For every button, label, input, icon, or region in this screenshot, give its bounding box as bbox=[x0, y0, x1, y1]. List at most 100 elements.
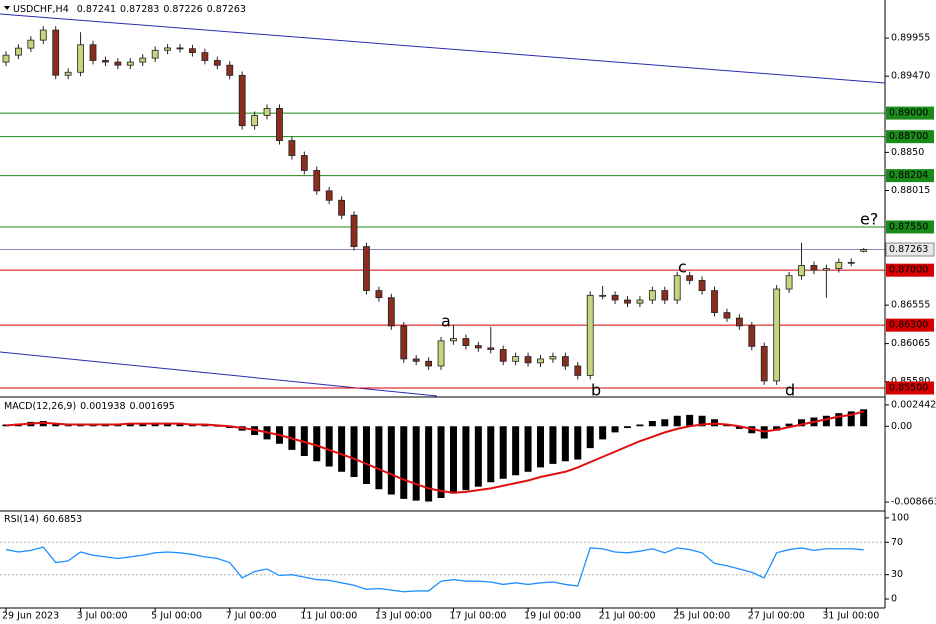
candle-body bbox=[487, 347, 495, 350]
trend-line bbox=[0, 13, 886, 84]
candle-body bbox=[822, 268, 830, 271]
candle-body bbox=[189, 48, 196, 54]
macd-bar bbox=[561, 426, 569, 462]
signal-value: 0.001695 bbox=[130, 401, 175, 412]
candle-body bbox=[586, 294, 594, 376]
candle-body bbox=[773, 288, 781, 382]
macd-bar bbox=[661, 419, 669, 427]
macd-bar bbox=[350, 426, 358, 478]
trend-line bbox=[0, 351, 438, 397]
macd-bar bbox=[586, 426, 594, 449]
y-tick-label: 70 bbox=[891, 537, 903, 548]
candle-body bbox=[648, 290, 656, 301]
open-value: 0.87241 bbox=[77, 4, 116, 15]
candle-body bbox=[474, 345, 482, 349]
y-tick-label: 0.002442 bbox=[891, 399, 936, 410]
wave-label: d bbox=[785, 381, 795, 400]
candle-body bbox=[512, 356, 520, 362]
macd-bar bbox=[624, 426, 631, 429]
candle-body bbox=[673, 275, 681, 301]
candle-body bbox=[810, 265, 818, 271]
macd-bar bbox=[64, 425, 72, 427]
candle-body bbox=[400, 325, 408, 360]
macd-bar bbox=[437, 426, 445, 499]
candle-body bbox=[64, 71, 72, 76]
candle-body bbox=[114, 61, 122, 66]
macd-bar bbox=[512, 426, 520, 476]
x-tick-label: 27 Jul 00:00 bbox=[748, 611, 805, 622]
macd-bar bbox=[574, 426, 582, 460]
macd-bar bbox=[549, 426, 557, 464]
level-label-box bbox=[886, 106, 934, 120]
macd-bar bbox=[822, 415, 830, 427]
macd-header: MACD(12,26,9) 0.001938 0.001695 bbox=[4, 401, 175, 412]
candle-body bbox=[89, 44, 97, 61]
high-value: 0.87283 bbox=[120, 4, 159, 15]
x-tick-label: 21 Jul 00:00 bbox=[599, 611, 656, 622]
candle-body bbox=[263, 107, 271, 116]
candle-body bbox=[363, 246, 370, 291]
macd-bar bbox=[400, 426, 408, 499]
macd-bar bbox=[835, 413, 843, 427]
candle-body bbox=[524, 356, 532, 364]
candle-body bbox=[599, 294, 607, 297]
wave-label: b bbox=[591, 381, 601, 400]
close-value: 0.87263 bbox=[207, 4, 246, 15]
price-label: 0.87263 bbox=[889, 244, 928, 255]
macd-bar bbox=[773, 426, 781, 431]
level-label: 0.87550 bbox=[889, 221, 928, 232]
candle-body bbox=[164, 47, 171, 51]
candle-body bbox=[126, 61, 134, 66]
macd-bar bbox=[798, 419, 806, 427]
x-tick-label: 5 Jul 00:00 bbox=[151, 611, 202, 622]
candle-body bbox=[462, 338, 470, 346]
wave-label: e? bbox=[860, 210, 878, 229]
y-tick-label: 0.88015 bbox=[891, 185, 930, 196]
candle-body bbox=[338, 199, 346, 216]
level-label-box bbox=[886, 130, 934, 144]
x-tick-label: 31 Jul 00:00 bbox=[822, 611, 879, 622]
level-label: 0.89000 bbox=[889, 108, 928, 119]
candle-body bbox=[300, 155, 308, 171]
candle-body bbox=[723, 312, 731, 319]
y-tick-label: 0.89955 bbox=[891, 33, 930, 44]
y-tick-label: 0.89470 bbox=[891, 71, 930, 82]
macd-bar bbox=[375, 426, 383, 490]
macd-bar bbox=[686, 414, 694, 427]
candle-body bbox=[624, 299, 631, 304]
candle-body bbox=[698, 279, 706, 291]
macd-bar bbox=[449, 426, 457, 494]
level-label-box bbox=[886, 263, 934, 277]
candle-body bbox=[77, 44, 84, 73]
x-tick-label: 7 Jul 00:00 bbox=[226, 611, 277, 622]
y-tick-label: 0.8850 bbox=[891, 147, 924, 158]
macd-bar bbox=[524, 426, 532, 472]
candle-body bbox=[201, 52, 209, 61]
macd-bar bbox=[599, 426, 607, 440]
macd-bar bbox=[847, 411, 855, 427]
macd-bar bbox=[213, 426, 221, 427]
candle-body bbox=[760, 345, 768, 382]
candle-body bbox=[151, 49, 159, 59]
macd-bar bbox=[201, 425, 209, 427]
candle-body bbox=[686, 275, 694, 281]
candle-body bbox=[785, 275, 793, 290]
level-label-box bbox=[886, 169, 934, 183]
candle-body bbox=[574, 365, 582, 376]
candle-body bbox=[450, 338, 457, 342]
menu-icon bbox=[4, 6, 10, 10]
candle-body bbox=[636, 299, 644, 304]
macd-title: MACD(12,26,9) bbox=[4, 401, 76, 412]
rsi-value: 60.6853 bbox=[43, 514, 82, 525]
rsi-header: RSI(14) 60.6853 bbox=[4, 514, 82, 525]
x-tick-label: 3 Jul 00:00 bbox=[77, 611, 128, 622]
candle-body bbox=[238, 74, 246, 127]
candle-body bbox=[437, 340, 445, 367]
candle-body bbox=[350, 214, 358, 248]
candle-body bbox=[176, 47, 184, 50]
macd-value: 0.001938 bbox=[80, 401, 125, 412]
candle-body bbox=[711, 290, 718, 313]
candle-body bbox=[288, 140, 296, 156]
